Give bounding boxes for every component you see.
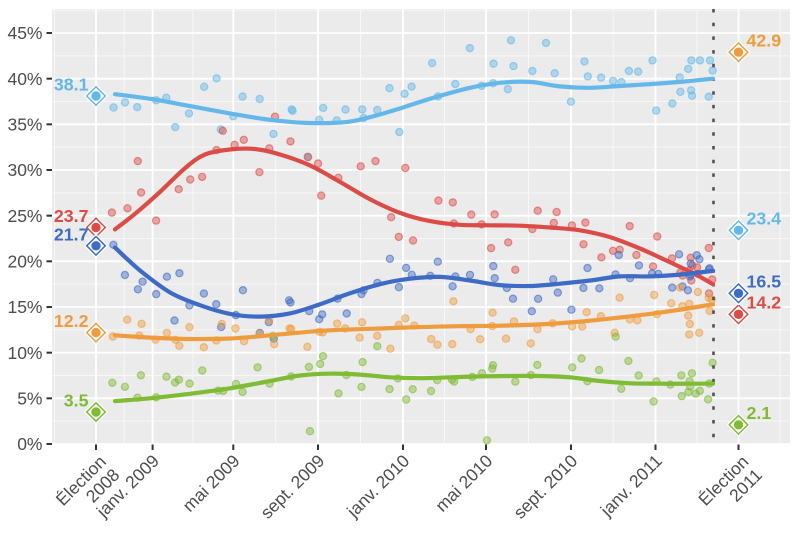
svg-text:21.7: 21.7	[54, 224, 89, 244]
svg-text:35%: 35%	[7, 115, 42, 135]
svg-text:5%: 5%	[17, 389, 42, 409]
svg-text:30%: 30%	[7, 160, 42, 180]
svg-text:14.2: 14.2	[747, 293, 782, 313]
svg-text:25%: 25%	[7, 206, 42, 226]
svg-text:12.2: 12.2	[54, 311, 89, 331]
svg-text:2.1: 2.1	[747, 403, 772, 423]
svg-text:38.1: 38.1	[54, 75, 89, 95]
svg-text:23.7: 23.7	[54, 206, 89, 226]
svg-text:15%: 15%	[7, 297, 42, 317]
svg-text:3.5: 3.5	[64, 391, 89, 411]
svg-text:0%: 0%	[17, 434, 42, 454]
svg-text:10%: 10%	[7, 343, 42, 363]
svg-text:20%: 20%	[7, 252, 42, 272]
svg-text:45%: 45%	[7, 23, 42, 43]
svg-text:40%: 40%	[7, 69, 42, 89]
svg-text:23.4: 23.4	[747, 209, 782, 229]
svg-text:16.5: 16.5	[747, 272, 782, 292]
svg-text:42.9: 42.9	[747, 30, 782, 50]
